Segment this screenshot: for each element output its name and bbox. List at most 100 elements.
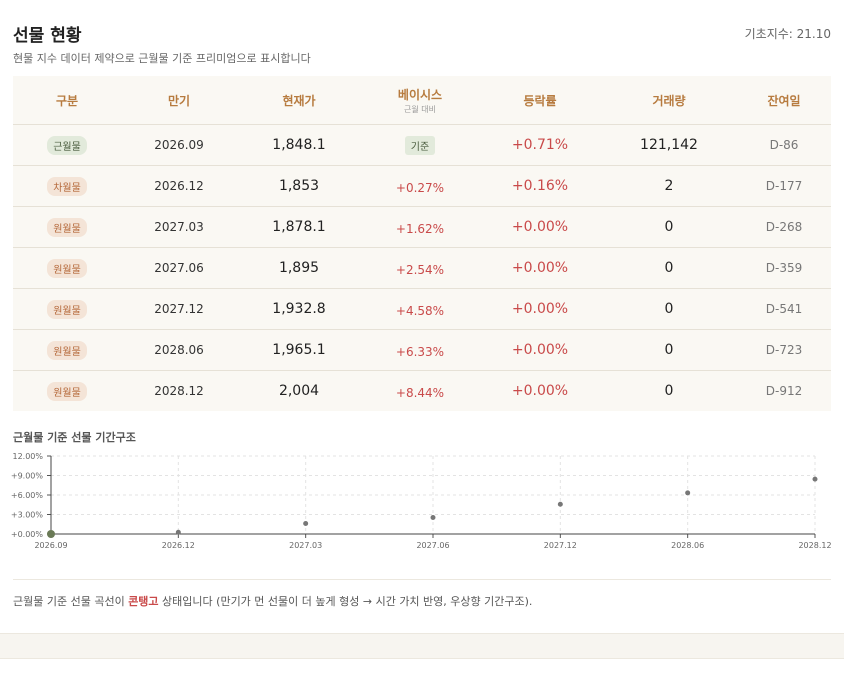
change-cell: +0.71% (511, 137, 569, 153)
col-header-basis-sub: 근월 대비 (404, 104, 436, 114)
col-header-change: 등락률 (523, 93, 557, 108)
contract-type-badge: 근월물 (47, 136, 87, 155)
data-point (557, 501, 563, 507)
table-row: 원월물 2028.12 2,004 +8.44% +0.00% 0 D-912 (13, 371, 831, 411)
contract-type-badge: 원월물 (47, 259, 87, 278)
volume-cell: 0 (664, 219, 674, 235)
data-point (812, 476, 818, 482)
days-cell: D-912 (765, 384, 803, 398)
type-cell: 원월물 (13, 258, 121, 278)
price-cell: 1,848.1 (272, 137, 326, 153)
basis-reference-badge: 기준 (404, 136, 436, 155)
page-title: 선물 현황 (13, 26, 82, 46)
days-cell: D-86 (769, 138, 799, 152)
price-cell: 1,965.1 (272, 342, 326, 358)
x-tick-label: 2027.12 (544, 541, 577, 550)
col-header-volume: 거래량 (652, 93, 686, 108)
volume-cell: 2 (664, 178, 674, 194)
page-subtitle: 현물 지수 데이터 제약으로 근월물 기준 프리미엄으로 표시합니다 (13, 52, 311, 65)
change-cell: +0.00% (511, 383, 569, 399)
maturity-cell: 2027.03 (154, 220, 204, 234)
basis-cell: +1.62% (361, 218, 479, 237)
chart-title: 근월물 기준 선물 기간구조 (13, 431, 136, 444)
price-cell: 1,895 (278, 260, 320, 276)
price-cell: 1,878.1 (272, 219, 326, 235)
table-row: 원월물 2027.06 1,895 +2.54% +0.00% 0 D-359 (13, 248, 831, 289)
base-index-value: 기초지수: 21.10 (744, 27, 831, 41)
basis-cell: +0.27% (361, 177, 479, 196)
table-row: 근월물 2026.09 1,848.1 기준 +0.71% 121,142 D-86 (13, 125, 831, 166)
contango-label: 콘탱고 (128, 595, 159, 608)
y-tick-label: +6.00% (11, 491, 44, 500)
days-cell: D-541 (765, 302, 803, 316)
table-row: 원월물 2028.06 1,965.1 +6.33% +0.00% 0 D-723 (13, 330, 831, 371)
x-tick-label: 2027.03 (289, 541, 322, 550)
price-cell: 2,004 (278, 383, 320, 399)
maturity-cell: 2026.09 (154, 138, 204, 152)
days-cell: D-177 (765, 179, 803, 193)
contract-type-badge: 원월물 (47, 341, 87, 360)
col-header-basis-label: 베이시스 (397, 87, 443, 102)
type-cell: 원월물 (13, 381, 121, 401)
volume-cell: 0 (664, 383, 674, 399)
price-cell: 1,932.8 (272, 301, 326, 317)
table-body: 근월물 2026.09 1,848.1 기준 +0.71% 121,142 D-86 차월물 2… (13, 125, 831, 411)
x-tick-label: 2026.09 (34, 541, 67, 550)
col-header-price: 현재가 (282, 93, 316, 108)
note-text-before: 근월물 기준 선물 곡선이 (13, 595, 129, 608)
volume-cell: 0 (664, 260, 674, 276)
basis-value: +0.27% (395, 180, 445, 195)
futures-table: 구분 만기 현재가 베이시스 근월 대비 등락률 거래량 잔여일 근월물 2026… (13, 76, 831, 411)
table-row: 차월물 2026.12 1,853 +0.27% +0.16% 2 D-177 (13, 166, 831, 207)
basis-cell: 기준 (361, 135, 479, 155)
days-cell: D-359 (765, 261, 803, 275)
type-cell: 원월물 (13, 340, 121, 360)
table-row: 원월물 2027.12 1,932.8 +4.58% +0.00% 0 D-541 (13, 289, 831, 330)
table-header: 구분 만기 현재가 베이시스 근월 대비 등락률 거래량 잔여일 (13, 76, 831, 125)
volume-cell: 0 (664, 342, 674, 358)
volume-cell: 121,142 (640, 137, 698, 153)
maturity-cell: 2027.12 (154, 302, 204, 316)
basis-cell: +4.58% (361, 300, 479, 319)
x-tick-label: 2028.12 (798, 541, 831, 550)
y-tick-label: 12.00% (12, 452, 43, 461)
data-point (430, 514, 436, 520)
col-header-basis: 베이시스 근월 대비 (361, 86, 479, 115)
contract-type-badge: 원월물 (47, 218, 87, 237)
change-cell: +0.16% (511, 178, 569, 194)
data-point (685, 490, 691, 496)
basis-cell: +6.33% (361, 341, 479, 360)
basis-cell: +2.54% (361, 259, 479, 278)
basis-value: +1.62% (395, 221, 445, 236)
table-row: 원월물 2027.03 1,878.1 +1.62% +0.00% 0 D-268 (13, 207, 831, 248)
days-cell: D-268 (765, 220, 803, 234)
type-cell: 근월물 (13, 135, 121, 155)
y-tick-label: +3.00% (11, 511, 44, 520)
data-point (175, 529, 181, 535)
x-tick-label: 2026.12 (162, 541, 195, 550)
contango-note: 근월물 기준 선물 곡선이 콘탱고 상태입니다 (만기가 먼 선물이 더 높게 … (13, 593, 532, 609)
maturity-cell: 2027.06 (154, 261, 204, 275)
type-cell: 원월물 (13, 299, 121, 319)
col-header-days: 잔여일 (767, 93, 801, 108)
basis-value: +6.33% (395, 344, 445, 359)
x-tick-label: 2028.06 (671, 541, 704, 550)
data-point (303, 520, 309, 526)
change-cell: +0.00% (511, 301, 569, 317)
x-tick-label: 2027.06 (416, 541, 449, 550)
base-data-point (47, 530, 55, 538)
col-header-type: 구분 (55, 93, 79, 108)
divider (13, 579, 831, 580)
y-tick-label: +0.00% (11, 530, 44, 539)
volume-cell: 0 (664, 301, 674, 317)
basis-value: +8.44% (395, 385, 445, 400)
maturity-cell: 2026.12 (154, 179, 204, 193)
footer-band (0, 633, 844, 659)
change-cell: +0.00% (511, 260, 569, 276)
contract-type-badge: 차월물 (47, 177, 87, 196)
contract-type-badge: 원월물 (47, 382, 87, 401)
basis-value: +4.58% (395, 303, 445, 318)
col-header-maturity: 만기 (167, 93, 191, 108)
note-text-after: 상태입니다 (만기가 먼 선물이 더 높게 형성 → 시간 가치 반영, 우상향… (158, 595, 533, 608)
basis-value: +2.54% (395, 262, 445, 277)
